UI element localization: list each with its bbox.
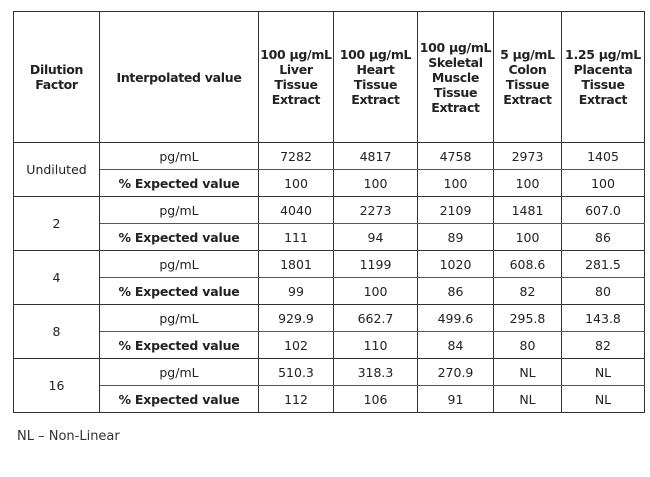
value-cell: 143.8 [561, 304, 645, 332]
value-cell: 662.7 [333, 304, 418, 332]
header-row: Dilution Factor Interpolated value 100 µ… [13, 11, 645, 143]
value-cell: 270.9 [417, 358, 494, 386]
value-cell: 86 [417, 277, 494, 305]
table-row: % Expected value 111 94 89 100 86 [14, 223, 645, 251]
row-label-pg-ml: pg/mL [99, 358, 259, 386]
value-cell: 106 [333, 385, 418, 413]
header-heart: 100 µg/mL Heart Tissue Extract [333, 11, 418, 143]
dilution-factor-cell: 2 [13, 196, 100, 251]
row-label-pg-ml: pg/mL [99, 142, 259, 170]
row-label-expected-value: % Expected value [99, 385, 259, 413]
value-cell: 929.9 [258, 304, 334, 332]
value-cell: 100 [493, 169, 562, 197]
value-cell: 4758 [417, 142, 494, 170]
row-label-expected-value: % Expected value [99, 331, 259, 359]
table-row: 2 pg/mL 4040 2273 2109 1481 607.0 [13, 196, 645, 251]
value-cell: 100 [493, 223, 562, 251]
dilution-factor-cell: 4 [13, 250, 100, 305]
value-cell: NL [561, 358, 645, 386]
value-cell: 4817 [333, 142, 418, 170]
table-row: Undiluted pg/mL 7282 4817 4758 2973 1405 [13, 142, 645, 197]
dilution-factor-cell: Undiluted [13, 142, 100, 197]
value-cell: NL [493, 358, 562, 386]
table-row: 8 pg/mL 929.9 662.7 499.6 295.8 143.8 [13, 304, 645, 359]
value-cell: 1199 [333, 250, 418, 278]
value-cell: 499.6 [417, 304, 494, 332]
value-cell: 281.5 [561, 250, 645, 278]
value-cell: 82 [561, 331, 645, 359]
row-label-pg-ml: pg/mL [99, 304, 259, 332]
linearity-table: Dilution Factor Interpolated value 100 µ… [13, 11, 645, 413]
value-cell: 91 [417, 385, 494, 413]
row-label-pg-ml: pg/mL [99, 196, 259, 224]
row-label-expected-value: % Expected value [99, 277, 259, 305]
value-cell: 1020 [417, 250, 494, 278]
table-row: % Expected value 99 100 86 82 80 [14, 277, 645, 305]
value-cell: 80 [561, 277, 645, 305]
dilution-factor-cell: 16 [13, 358, 100, 413]
value-cell: 100 [417, 169, 494, 197]
value-cell: 100 [333, 277, 418, 305]
value-cell: 86 [561, 223, 645, 251]
header-interpolated-value: Interpolated value [99, 11, 259, 143]
value-cell: 100 [258, 169, 334, 197]
value-cell: 100 [333, 169, 418, 197]
value-cell: 2273 [333, 196, 418, 224]
value-cell: 84 [417, 331, 494, 359]
value-cell: 1481 [493, 196, 562, 224]
value-cell: 89 [417, 223, 494, 251]
value-cell: 100 [561, 169, 645, 197]
table-row: 4 pg/mL 1801 1199 1020 608.6 281.5 [13, 250, 645, 305]
header-skeletal-muscle: 100 µg/mL Skeletal Muscle Tissue Extract [417, 11, 494, 143]
value-cell: 111 [258, 223, 334, 251]
value-cell: 295.8 [493, 304, 562, 332]
dilution-factor-cell: 8 [13, 304, 100, 359]
value-cell: 112 [258, 385, 334, 413]
value-cell: 110 [333, 331, 418, 359]
value-cell: 608.6 [493, 250, 562, 278]
table-row: % Expected value 100 100 100 100 100 [14, 169, 645, 197]
value-cell: 82 [493, 277, 562, 305]
value-cell: NL [561, 385, 645, 413]
value-cell: 99 [258, 277, 334, 305]
footnote: NL – Non-Linear [17, 429, 120, 444]
table-row: 16 pg/mL 510.3 318.3 270.9 NL NL [13, 358, 645, 413]
header-liver: 100 µg/mL Liver Tissue Extract [258, 11, 334, 143]
table-row: % Expected value 112 106 91 NL NL [14, 385, 645, 413]
header-colon: 5 µg/mL Colon Tissue Extract [493, 11, 562, 143]
value-cell: 94 [333, 223, 418, 251]
value-cell: 2109 [417, 196, 494, 224]
header-dilution-factor: Dilution Factor [13, 11, 100, 143]
value-cell: 80 [493, 331, 562, 359]
value-cell: 607.0 [561, 196, 645, 224]
table-row: % Expected value 102 110 84 80 82 [14, 331, 645, 359]
value-cell: 1801 [258, 250, 334, 278]
value-cell: 102 [258, 331, 334, 359]
value-cell: 510.3 [258, 358, 334, 386]
row-label-expected-value: % Expected value [99, 223, 259, 251]
header-placenta: 1.25 µg/mL Placenta Tissue Extract [561, 11, 645, 143]
value-cell: 1405 [561, 142, 645, 170]
row-label-expected-value: % Expected value [99, 169, 259, 197]
value-cell: NL [493, 385, 562, 413]
value-cell: 4040 [258, 196, 334, 224]
row-label-pg-ml: pg/mL [99, 250, 259, 278]
value-cell: 7282 [258, 142, 334, 170]
value-cell: 318.3 [333, 358, 418, 386]
value-cell: 2973 [493, 142, 562, 170]
